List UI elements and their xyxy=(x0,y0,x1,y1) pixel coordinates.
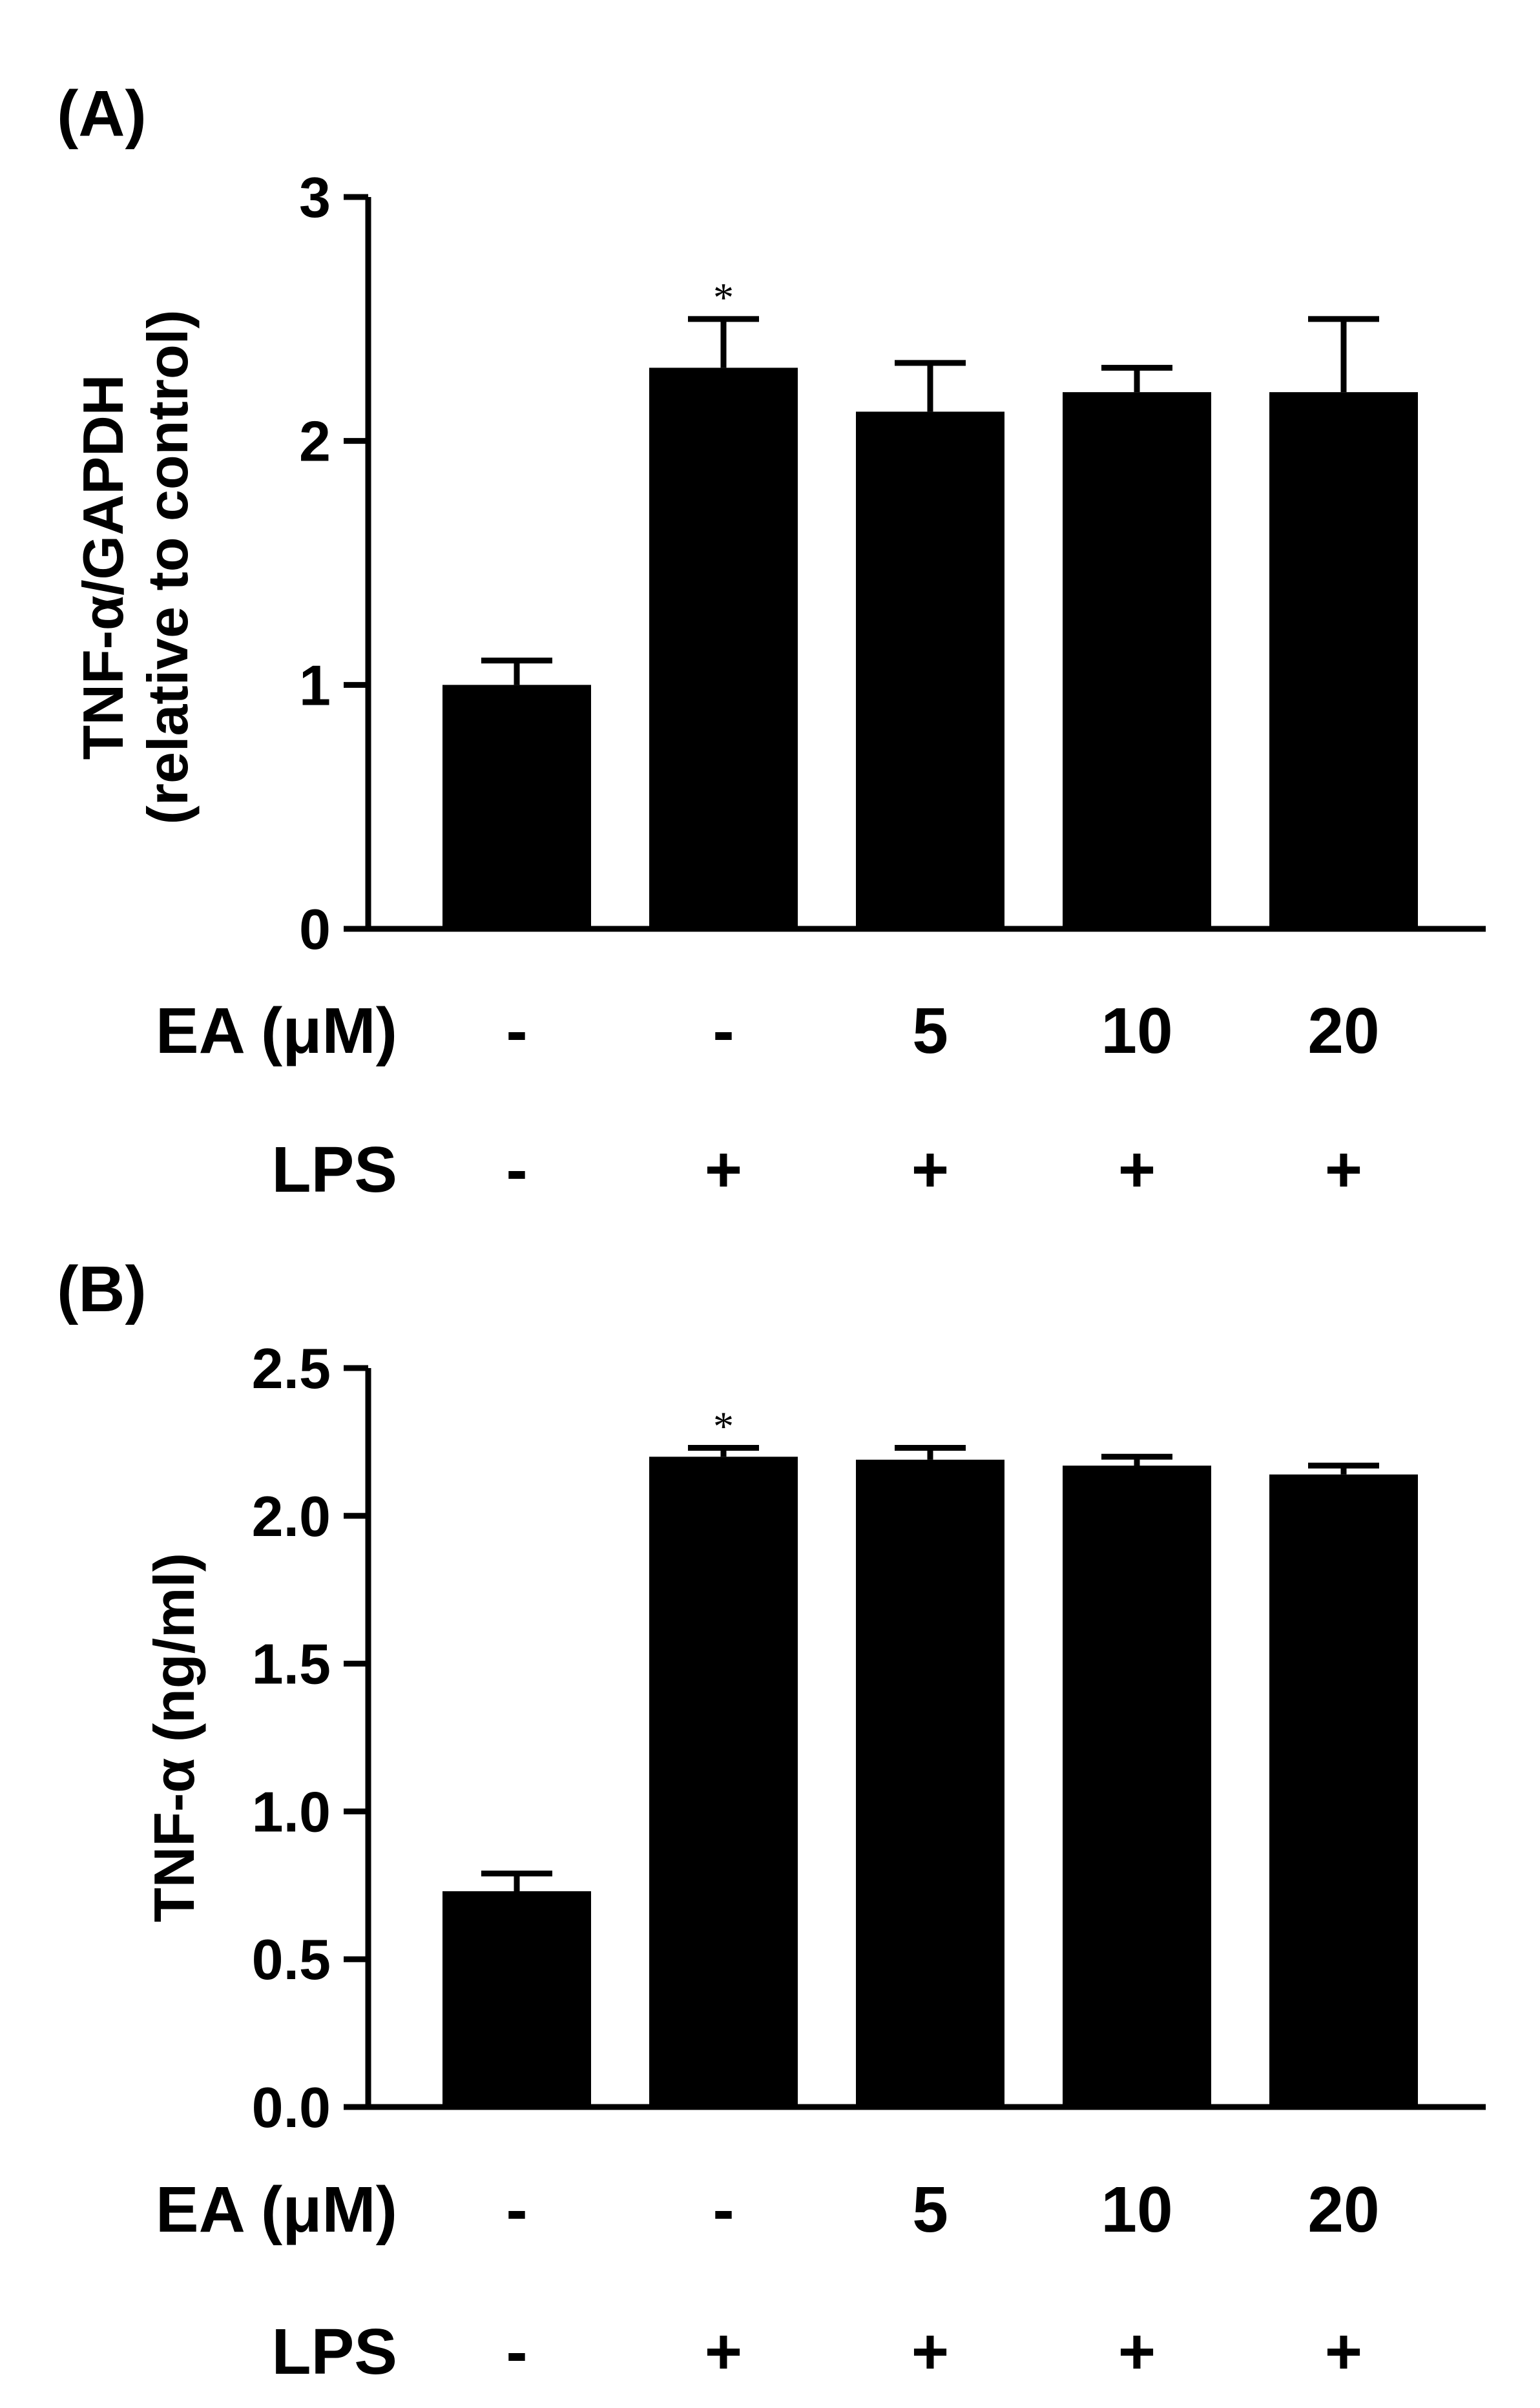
condition-value: - xyxy=(713,2174,734,2246)
bar xyxy=(1269,392,1418,929)
condition-row-label: LPS xyxy=(272,1134,397,1206)
condition-value: - xyxy=(506,995,527,1067)
bar xyxy=(442,685,591,929)
y-axis-title-line1: TNF-α (ng/ml) xyxy=(142,1553,206,1922)
condition-value: + xyxy=(1118,2316,1156,2388)
condition-value: 10 xyxy=(1101,995,1172,1067)
condition-value: + xyxy=(911,2316,949,2388)
bar xyxy=(442,1891,591,2107)
condition-value: + xyxy=(705,1134,742,1206)
condition-value: - xyxy=(506,2174,527,2246)
panel-label-a: (A) xyxy=(57,78,147,150)
bar xyxy=(1269,1474,1418,2107)
condition-value: 5 xyxy=(912,995,948,1067)
bar xyxy=(856,411,1004,929)
condition-value: + xyxy=(1118,1134,1156,1206)
y-axis-title-line2: (relative to control) xyxy=(136,310,200,825)
bar xyxy=(649,1457,798,2107)
condition-row-label: EA (μM) xyxy=(156,995,397,1067)
y-tick-label: 2.5 xyxy=(252,1336,331,1400)
significance-marker: * xyxy=(713,275,734,320)
condition-row-label: LPS xyxy=(272,2316,397,2388)
significance-marker: * xyxy=(713,1404,734,1449)
y-tick-label: 0.0 xyxy=(252,2075,331,2139)
condition-value: 10 xyxy=(1101,2174,1172,2246)
bar xyxy=(649,368,798,929)
y-tick-label: 3 xyxy=(299,165,331,229)
condition-value: - xyxy=(506,1134,527,1206)
y-tick-label: 0.5 xyxy=(252,1927,331,1991)
bar xyxy=(856,1459,1004,2107)
y-tick-label: 1.0 xyxy=(252,1780,331,1843)
y-axis-title-b: TNF-α (ng/ml) xyxy=(142,1553,206,1922)
y-tick-label: 0 xyxy=(299,897,331,961)
condition-value: + xyxy=(1325,1134,1362,1206)
condition-value: + xyxy=(1325,2316,1362,2388)
panel-label-b: (B) xyxy=(57,1253,147,1325)
condition-row-label: EA (μM) xyxy=(156,2174,397,2246)
condition-value: 5 xyxy=(912,2174,948,2246)
bar xyxy=(1063,1466,1211,2107)
condition-value: 20 xyxy=(1307,2174,1379,2246)
condition-value: + xyxy=(911,1134,949,1206)
y-tick-label: 1 xyxy=(299,653,331,717)
y-tick-label: 1.5 xyxy=(252,1632,331,1696)
condition-value: - xyxy=(713,995,734,1067)
panel-b: (B) TNF-α (ng/ml) 0.0 0.5 1.0 1.5 2.0 2.5 * EA … xyxy=(57,1253,1486,2388)
y-axis-title-line1: TNF-α/GAPDH xyxy=(71,375,135,760)
condition-value: - xyxy=(506,2316,527,2388)
y-tick-label: 2.0 xyxy=(252,1484,331,1548)
panel-a: (A) TNF-α/GAPDH (relative to control) 0 1… xyxy=(57,78,1486,1206)
bar xyxy=(1063,392,1211,929)
condition-value: + xyxy=(705,2316,742,2388)
condition-value: 20 xyxy=(1307,995,1379,1067)
y-axis-title-a: TNF-α/GAPDH (relative to control) xyxy=(71,310,200,825)
y-tick-label: 2 xyxy=(299,410,331,473)
